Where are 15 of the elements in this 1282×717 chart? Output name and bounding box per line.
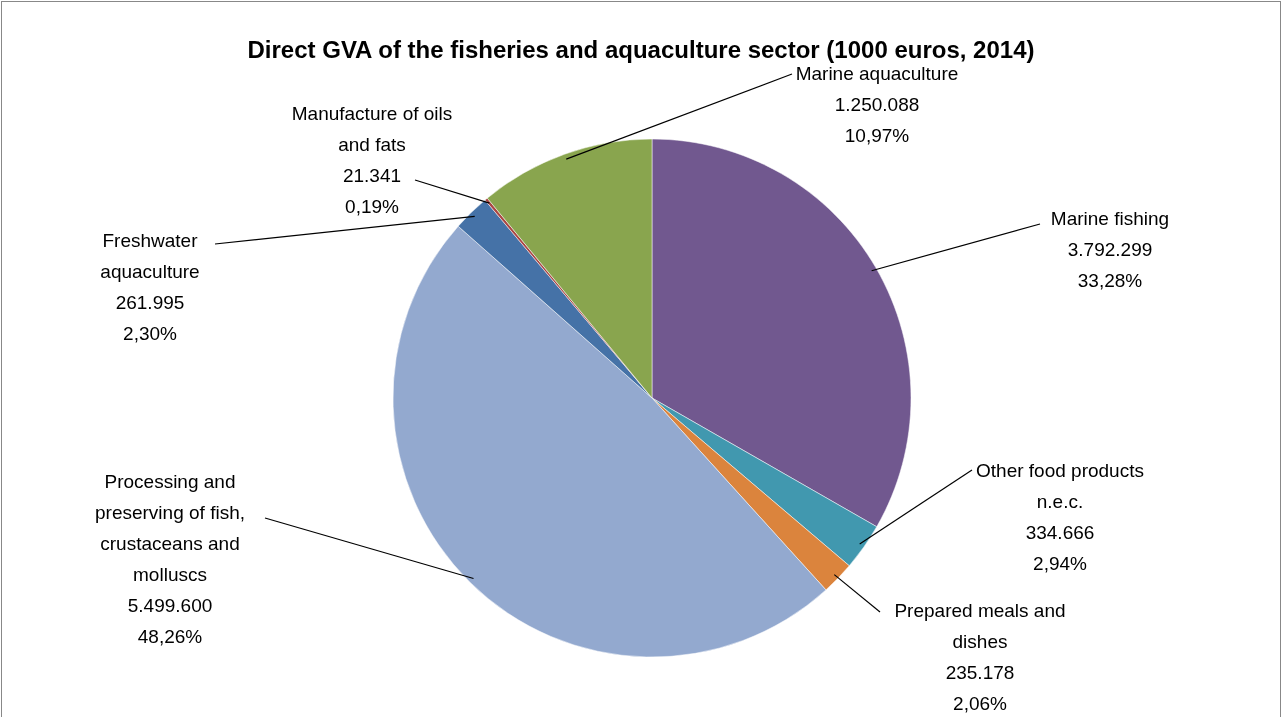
data-label: 334.666 2,94% [1025, 522, 1095, 574]
chart-title: Direct GVA of the fisheries and aquaculture sector (1000 euros, 2014) [247, 36, 1035, 63]
slice-label: Marine fishing [1050, 208, 1170, 229]
data-label: 21.341 0,19% [342, 165, 402, 217]
data-label: 5.499.600 48,26% [127, 595, 213, 647]
slice-label: Other food products n.e.c. [976, 460, 1144, 512]
slice-label: Prepared meals and dishes [894, 600, 1066, 652]
data-label: 261.995 2,30% [115, 292, 185, 344]
slice-label: Marine aquaculture [795, 63, 959, 84]
slice-label: Freshwater aquaculture [100, 230, 200, 282]
slice-label: Manufacture of oils and fats [291, 103, 453, 155]
slice-label: Processing and preserving of fish, crustaceans and molluscs [95, 471, 245, 585]
data-label: 235.178 2,06% [945, 662, 1015, 714]
data-label: 1.250.088 10,97% [834, 94, 920, 146]
data-label: 3.792.299 33,28% [1067, 239, 1153, 291]
